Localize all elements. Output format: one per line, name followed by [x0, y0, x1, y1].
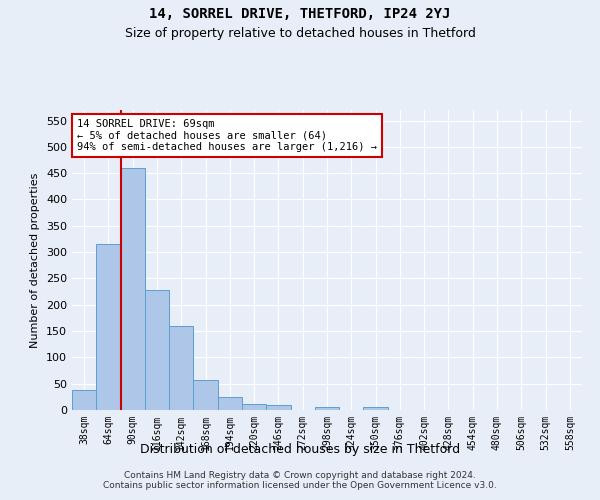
- Text: Contains HM Land Registry data © Crown copyright and database right 2024.
Contai: Contains HM Land Registry data © Crown c…: [103, 470, 497, 490]
- Bar: [242, 404, 266, 410]
- Y-axis label: Number of detached properties: Number of detached properties: [31, 172, 40, 348]
- Bar: [315, 408, 339, 410]
- Bar: [218, 397, 242, 410]
- Bar: [96, 244, 121, 410]
- Bar: [266, 404, 290, 410]
- Text: Distribution of detached houses by size in Thetford: Distribution of detached houses by size …: [140, 442, 460, 456]
- Text: 14 SORREL DRIVE: 69sqm
← 5% of detached houses are smaller (64)
94% of semi-deta: 14 SORREL DRIVE: 69sqm ← 5% of detached …: [77, 119, 377, 152]
- Bar: [145, 290, 169, 410]
- Bar: [193, 380, 218, 410]
- Text: Size of property relative to detached houses in Thetford: Size of property relative to detached ho…: [125, 28, 475, 40]
- Bar: [72, 390, 96, 410]
- Bar: [364, 407, 388, 410]
- Text: 14, SORREL DRIVE, THETFORD, IP24 2YJ: 14, SORREL DRIVE, THETFORD, IP24 2YJ: [149, 8, 451, 22]
- Bar: [121, 168, 145, 410]
- Bar: [169, 326, 193, 410]
